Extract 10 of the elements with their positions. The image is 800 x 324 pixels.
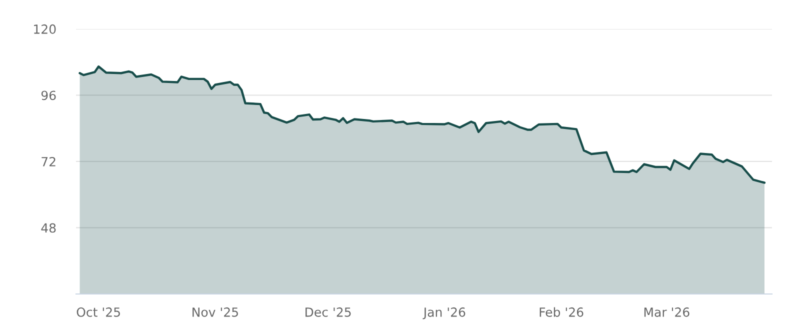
- x-tick-label: Dec '25: [306, 307, 351, 317]
- x-tick-label: Mar '26: [644, 307, 690, 317]
- y-tick-label: 48: [41, 223, 56, 233]
- x-tick-label: Jan '26: [422, 307, 466, 320]
- x-tick-label: Oct '25: [76, 307, 120, 317]
- y-tick-label: 72: [42, 156, 56, 166]
- y-tick-label: 120: [34, 24, 56, 34]
- x-tick-label: Nov '25: [192, 307, 238, 317]
- x-tick-label: Feb '26: [540, 307, 584, 317]
- y-tick-label: 96: [41, 90, 56, 100]
